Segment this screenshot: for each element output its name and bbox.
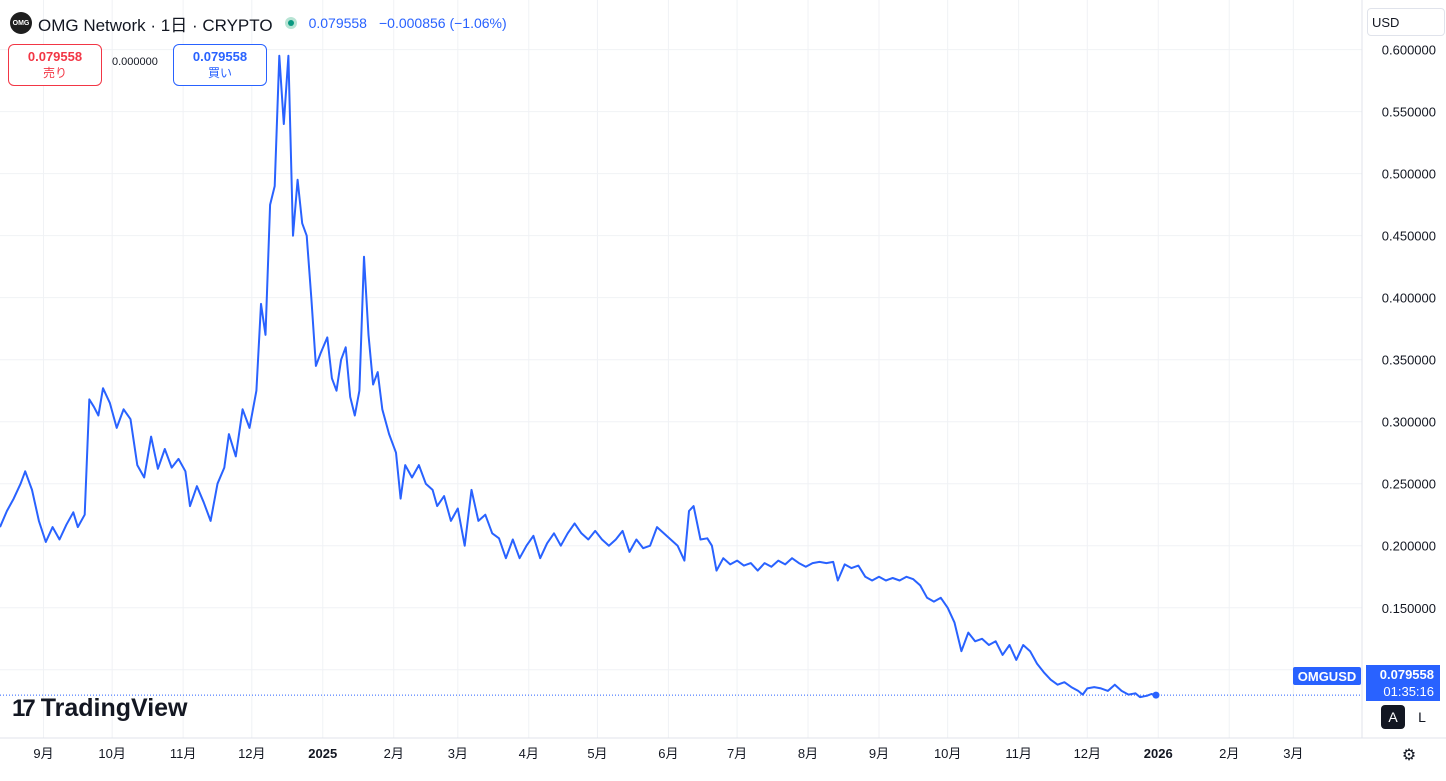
price-tick-label: 0.600000 (1382, 43, 1436, 58)
time-tick-label: 2026 (1144, 746, 1173, 761)
chart-header: OMG OMG Network · 1日 · CRYPTO 0.079558 −… (10, 10, 507, 36)
header-change: −0.000856 (−1.06%) (378, 15, 507, 31)
time-tick-label: 8月 (798, 746, 818, 761)
market-status-icon[interactable] (284, 17, 297, 29)
price-tick-label: 0.300000 (1382, 415, 1436, 430)
buy-price: 0.079558 (192, 49, 248, 64)
bar-countdown: 01:35:16 (1383, 684, 1434, 699)
sell-label: 売り (42, 66, 67, 80)
time-tick-label: 10月 (98, 746, 125, 761)
price-tick-label: 0.150000 (1382, 601, 1436, 616)
time-tick-label: 11月 (170, 746, 197, 761)
time-tick-label: 3月 (448, 746, 468, 761)
sell-price: 0.079558 (27, 49, 83, 64)
price-tick-label: 0.500000 (1382, 167, 1436, 182)
time-tick-label: 7月 (727, 746, 747, 761)
currency-select[interactable]: USD (1367, 8, 1445, 36)
symbol-price-tag: OMGUSD (1293, 667, 1361, 685)
price-tick-label: 0.200000 (1382, 539, 1436, 554)
log-scale-button[interactable]: L (1418, 709, 1426, 725)
time-tick-label: 4月 (519, 746, 539, 761)
time-tick-label: 9月 (869, 746, 889, 761)
sell-button[interactable]: 0.079558 売り (8, 44, 102, 86)
tradingview-wordmark: TradingView (40, 694, 188, 722)
buy-button[interactable]: 0.079558 買い (173, 44, 267, 86)
series-line-omgusd (0, 54, 1157, 699)
time-tick-label: 5月 (587, 746, 607, 761)
price-tick-label: 0.400000 (1382, 291, 1436, 306)
time-tick-label: 12月 (238, 746, 265, 761)
time-tick-label: 2025 (308, 746, 337, 761)
price-tick-label: 0.550000 (1382, 105, 1436, 120)
spread-value: 0.000000 (112, 56, 158, 68)
time-tick-label: 10月 (934, 746, 961, 761)
tradingview-mark-icon: 17 (12, 694, 36, 722)
time-tick-label: 12月 (1074, 746, 1101, 761)
time-tick-label: 9月 (33, 746, 53, 761)
time-tick-label: 2月 (1219, 746, 1239, 761)
time-tick-label: 2月 (384, 746, 404, 761)
symbol-title[interactable]: OMG Network · 1日 · CRYPTO (38, 15, 273, 35)
last-price-tag: 0.079558 01:35:16 (1366, 665, 1440, 701)
chart-grid (0, 0, 1362, 738)
price-tick-label: 0.250000 (1382, 477, 1436, 492)
time-tick-label: 11月 (1005, 746, 1032, 761)
time-axis[interactable]: 9月 10月 11月 12月 2025 2月 3月 4月 5月 6月 7月 8月 9月 10月 11月 12月… (33, 746, 1303, 761)
omg-logo-icon: OMG (10, 12, 32, 34)
tradingview-logo[interactable]: 17 TradingView (12, 694, 188, 723)
time-tick-label: 3月 (1283, 746, 1303, 761)
time-tick-label: 6月 (658, 746, 678, 761)
price-tick-label: 0.350000 (1382, 353, 1436, 368)
price-axis[interactable]: 0.600000 0.550000 0.500000 0.450000 0.400000… (1382, 43, 1436, 678)
buy-label: 買い (207, 66, 232, 80)
last-price-dot (1152, 691, 1160, 699)
auto-scale-button[interactable]: A (1381, 705, 1405, 729)
header-last-price: 0.079558 (308, 15, 367, 31)
last-price-tag-value: 0.079558 (1379, 667, 1434, 682)
price-tick-label: 0.450000 (1382, 229, 1436, 244)
chart-settings-gear-icon[interactable]: ⚙ (1401, 747, 1417, 764)
